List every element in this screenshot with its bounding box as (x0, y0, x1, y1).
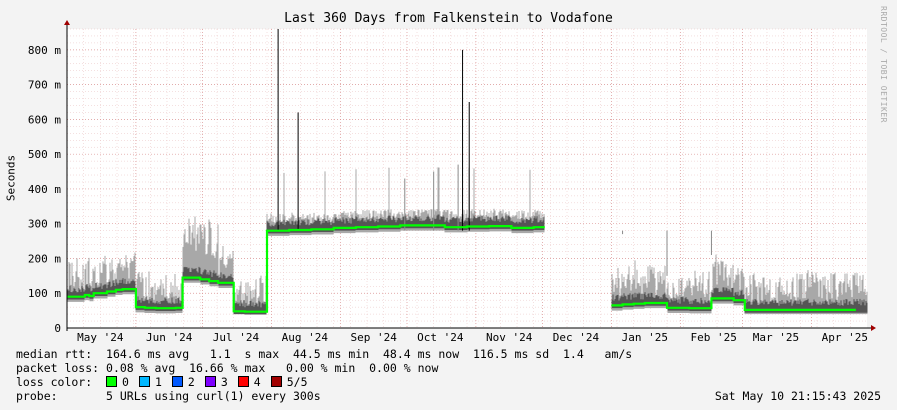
loss-color-item: 3 (204, 375, 228, 389)
loss-color-label: 3 (220, 375, 228, 389)
x-tick-label: Jan '25 (622, 331, 668, 344)
legend-loss-color: loss color: 0 1 2 3 4 5/5 (16, 375, 308, 389)
x-tick-label: Aug '24 (282, 331, 329, 344)
rrdtool-watermark: RRDTOOL / TOBI OETIKER (879, 6, 888, 123)
x-tick-label: Apr '25 (822, 331, 868, 344)
chart-plot: 0 100 m 200 m 300 m 400 m 500 m 600 m 700 m 800 … (28, 20, 876, 344)
legend-packet-loss: packet loss: 0.08 % avg 16.66 % max 0.00… (16, 361, 439, 375)
y-tick-label: 0 (54, 322, 61, 335)
y-tick-label: 700 m (28, 79, 61, 92)
loss-color-item: 4 (237, 375, 261, 389)
loss-color-item: 1 (138, 375, 162, 389)
y-tick-label: 100 m (28, 287, 61, 300)
timestamp: Sat May 10 21:15:43 2025 (714, 389, 881, 403)
y-tick-label: 200 m (28, 252, 61, 265)
x-tick-label: Jul '24 (213, 331, 260, 344)
x-tick-label: Jun '24 (146, 331, 193, 344)
loss-color-swatch (237, 376, 249, 387)
loss-color-swatch (138, 376, 150, 387)
median-rtt-line (67, 224, 856, 313)
loss-color-item: 0 (106, 375, 129, 389)
loss-color-label: 5/5 (286, 375, 308, 389)
loss-color-label: 0 (122, 375, 129, 389)
x-tick-label: May '24 (77, 331, 124, 344)
x-tick-label: Feb '25 (690, 331, 736, 344)
legend-median-rtt: median rtt: 164.6 ms avg 1.1 s max 44.5 … (16, 347, 633, 361)
loss-color-swatch (171, 376, 183, 387)
loss-color-label: 4 (253, 375, 261, 389)
loss-color-item: 5/5 (270, 375, 308, 389)
x-tick-label: Dec '24 (553, 331, 600, 344)
loss-color-swatch (204, 376, 216, 387)
y-tick-label: 500 m (28, 148, 61, 161)
y-tick-label: 800 m (28, 44, 61, 57)
plot-background (67, 29, 867, 328)
loss-color-swatch (270, 376, 282, 387)
y-tick-label: 300 m (28, 218, 61, 231)
chart-title: Last 360 Days from Falkenstein to Vodafo… (284, 11, 613, 26)
x-tick-label: Nov '24 (486, 331, 533, 344)
y-tick-label: 600 m (28, 113, 61, 126)
x-tick-label: Sep '24 (350, 331, 397, 344)
loss-color-label: 1 (154, 375, 162, 389)
loss-color-label: 2 (187, 375, 195, 389)
x-tick-label: Oct '24 (417, 331, 464, 344)
y-tick-label: 400 m (28, 183, 61, 196)
x-axis-arrow (871, 325, 876, 331)
loss-color-swatch (106, 376, 118, 387)
y-axis-arrow (64, 20, 70, 25)
x-tick-label: Mar '25 (753, 331, 799, 344)
loss-color-item: 2 (171, 375, 195, 389)
legend-probe: probe: 5 URLs using curl(1) every 300s (16, 389, 321, 403)
